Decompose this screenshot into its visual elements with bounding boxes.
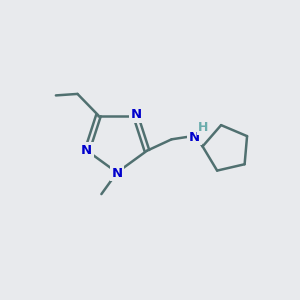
Text: N: N <box>189 131 200 144</box>
Text: N: N <box>111 167 123 180</box>
Text: N: N <box>130 108 142 122</box>
Text: N: N <box>81 144 92 157</box>
Text: H: H <box>198 121 208 134</box>
